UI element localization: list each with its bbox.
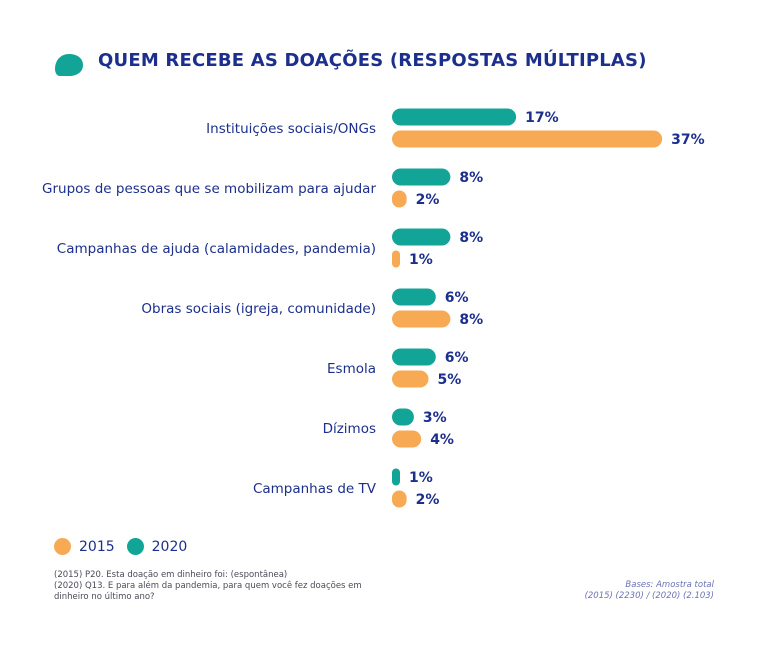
value-label-2020: 8% (459, 230, 483, 246)
footnote-line: (2020) Q13. E para além da pandemia, par… (54, 581, 362, 602)
value-label-2015: 5% (438, 372, 462, 388)
bases-line: Bases: Amostra total (625, 580, 714, 590)
title-leaf-icon (55, 54, 83, 76)
value-label-2015: 37% (671, 132, 705, 148)
value-label-2015: 4% (430, 432, 454, 448)
value-label-2020: 3% (423, 410, 447, 426)
category-label: Campanhas de ajuda (calamidades, pandemi… (57, 241, 376, 257)
chart-title: QUEM RECEBE AS DOAÇÕES (RESPOSTAS MÚLTIP… (98, 50, 647, 71)
value-label-2020: 1% (409, 470, 433, 486)
legend-label-2020: 2020 (151, 538, 188, 555)
bar-2020 (392, 108, 517, 126)
category-label: Campanhas de TV (253, 481, 377, 497)
bar-2015 (392, 370, 429, 388)
bar-2020 (392, 228, 451, 246)
legend-swatch-2015 (54, 538, 71, 555)
value-label-2015: 8% (459, 312, 483, 328)
bar-2020 (392, 348, 436, 366)
bar-2015 (392, 190, 407, 208)
category-label: Esmola (327, 361, 376, 377)
bar-2015 (392, 310, 451, 328)
bar-chart: Instituições sociais/ONGs 17% 37% Grupos de… (42, 108, 705, 508)
bar-2015 (392, 490, 407, 508)
category-label: Instituições sociais/ONGs (206, 121, 376, 137)
bar-2015 (392, 250, 400, 268)
legend-item-2015: 2015 (54, 538, 115, 555)
value-label-2015: 1% (409, 252, 433, 268)
category-label: Grupos de pessoas que se mobilizam para … (42, 181, 376, 197)
bar-2020 (392, 468, 400, 486)
bases-note: Bases: Amostra total (2015) (2230) / (20… (585, 580, 714, 602)
footnote-line: (2015) P20. Esta doação em dinheiro foi:… (54, 570, 288, 580)
category-label: Dízimos (323, 421, 376, 437)
value-label-2015: 2% (416, 492, 440, 508)
legend-item-2020: 2020 (126, 538, 188, 555)
value-label-2015: 2% (416, 192, 440, 208)
value-label-2020: 6% (445, 290, 469, 306)
value-label-2020: 17% (525, 110, 559, 126)
bar-2015 (392, 430, 422, 448)
legend-swatch-2020 (126, 538, 144, 555)
bar-2020 (392, 288, 436, 306)
bar-2020 (392, 408, 414, 426)
bases-line: (2015) (2230) / (2020) (2.103) (584, 591, 714, 601)
legend: 2015 2020 (54, 538, 187, 555)
category-label: Obras sociais (igreja, comunidade) (141, 301, 376, 317)
footnote: (2015) P20. Esta doação em dinheiro foi:… (54, 570, 384, 603)
value-label-2020: 8% (459, 170, 483, 186)
value-label-2020: 6% (445, 350, 469, 366)
bar-2020 (392, 168, 451, 186)
legend-label-2015: 2015 (79, 538, 115, 555)
bar-2015 (392, 130, 663, 148)
